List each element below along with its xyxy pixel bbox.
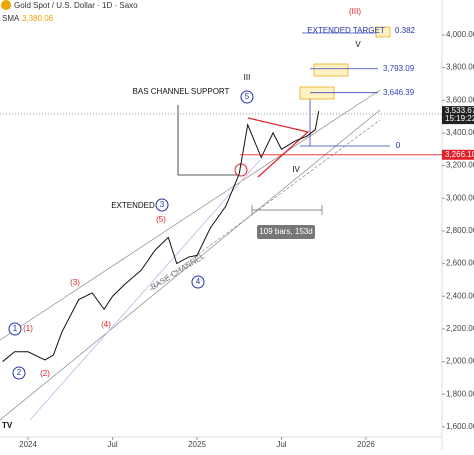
wave-circle <box>8 322 22 336</box>
annotation: IV <box>292 165 300 174</box>
y-tick-label: 3,400.00 <box>446 128 474 137</box>
y-tick-label: 1,600.00 <box>446 422 474 431</box>
y-tick-label: 2,600.00 <box>446 259 474 268</box>
annotation: 1 <box>13 324 18 333</box>
annotation: (5) <box>156 215 166 224</box>
price-line <box>2 111 320 362</box>
y-tick-label: 2,200.00 <box>446 324 474 333</box>
annotation: 3 <box>160 200 165 209</box>
wave-circle <box>155 198 169 212</box>
y-tick-label: 3,800.00 <box>446 63 474 72</box>
annotation: EXTENDED TARGET <box>307 26 385 35</box>
annotation: 5 <box>245 92 250 101</box>
indicator-value: 3,380.06 <box>22 14 54 23</box>
level-label: 3,266.10 <box>445 150 474 159</box>
x-tick-label: Jul <box>107 440 117 449</box>
y-tick-label: 4,000.00 <box>446 30 474 39</box>
price-label: 3,533.67 <box>445 106 474 115</box>
symbol-icon <box>1 0 11 10</box>
x-tick-label: 2025 <box>188 440 206 449</box>
annotation: (4) <box>101 320 111 329</box>
annotation: (III) <box>349 7 361 16</box>
annotation: V <box>355 40 361 49</box>
annotation: (2) <box>40 369 50 378</box>
annotation: 109 bars, 153d <box>259 227 312 236</box>
indicator-name: SMA <box>2 14 20 23</box>
x-tick-label: Jul <box>276 440 286 449</box>
drawings <box>0 0 443 450</box>
annotation: 2 <box>17 368 22 377</box>
y-tick-label: 2,000.00 <box>446 357 474 366</box>
x-tick-label: 2026 <box>357 440 375 449</box>
logo: TV <box>2 421 13 430</box>
y-tick-label: 2,800.00 <box>446 226 474 235</box>
annotation: (1) <box>23 324 33 333</box>
wave-circle <box>191 275 205 289</box>
wave-circle <box>240 90 254 104</box>
annotation: III <box>244 73 251 82</box>
y-tick-label: 2,400.00 <box>446 291 474 300</box>
y-tick-label: 1,800.00 <box>446 389 474 398</box>
measure-box <box>257 225 315 239</box>
annotation: 4 <box>196 277 201 286</box>
annotation: 0.382 <box>395 26 416 35</box>
y-tick-label: 3,000.00 <box>446 193 474 202</box>
y-tick-label: 3,600.00 <box>446 95 474 104</box>
target-label: 3,646.39 <box>383 88 415 97</box>
level-tag <box>442 149 474 160</box>
price-tag <box>442 106 474 125</box>
wave-circle <box>12 366 26 380</box>
x-tick-label: 2024 <box>19 440 37 449</box>
y-tick-label: 3,200.00 <box>446 161 474 170</box>
annotation: EXTENDED <box>111 201 155 210</box>
price-time: 15:19:22 <box>445 114 474 123</box>
annotation: (3) <box>70 278 80 287</box>
annotation: 0 <box>396 141 401 150</box>
chart-title: Gold Spot / U.S. Dollar · 1D · Saxo <box>14 1 138 10</box>
annotation: BAS CHANNEL SUPPORT <box>133 87 230 96</box>
target-label: 3,793.09 <box>383 64 415 73</box>
